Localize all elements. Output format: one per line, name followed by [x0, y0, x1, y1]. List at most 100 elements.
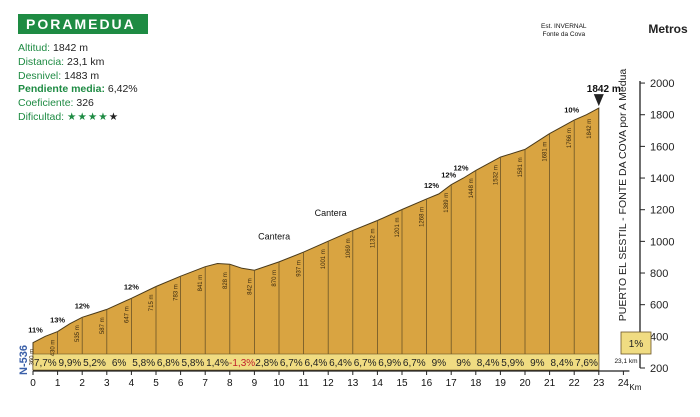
segment-grade-label: 2,8% [255, 358, 278, 369]
segment-grade-label: 9% [530, 358, 545, 369]
y-tick-label: 1000 [650, 236, 674, 248]
x-tick-label: 12 [323, 378, 335, 389]
x-tick-label: 21 [544, 378, 556, 389]
x-tick-label: 1 [55, 378, 61, 389]
elevation-point-label: 1069 m [346, 238, 352, 258]
stat-value: 326 [76, 97, 94, 110]
x-tick-label: 13 [347, 378, 359, 389]
stat-coeficiente: Coeficiente: 326 [18, 97, 138, 111]
max-ramp-label: 12% [453, 163, 468, 172]
elevation-point-label: 587 m [100, 317, 106, 334]
x-tick-label: 9 [252, 378, 258, 389]
elevation-point-label: 783 m [174, 284, 180, 301]
final-distance-label: 23,1 km [614, 358, 637, 365]
star-icon: ★ [87, 110, 99, 123]
max-ramp-label: 13% [50, 316, 65, 325]
summit-place-label: Est. INVERNAL [541, 23, 587, 30]
segment-grade-label: 9,9% [59, 358, 82, 369]
x-tick-label: 3 [104, 378, 110, 389]
x-tick-label: 23 [593, 378, 605, 389]
climb-title: PORAMEDUA [18, 14, 148, 34]
y-tick-label: 1200 [650, 205, 674, 217]
y-tick-label: 200 [650, 363, 668, 375]
summit-elevation-label: 1842 m [587, 84, 621, 95]
stat-value: 23,1 km [67, 55, 105, 68]
stat-desnivel: Desnivel: 1483 m [18, 70, 138, 84]
star-icon: ★ [77, 110, 88, 123]
x-tick-label: 20 [519, 378, 531, 389]
y-tick-label: 2000 [650, 78, 674, 90]
segment-grade-label: 9% [456, 358, 471, 369]
max-ramp-label: 12% [424, 181, 439, 190]
elevation-point-label: 870 m [272, 270, 278, 287]
max-ramp-label: 12% [75, 301, 90, 310]
stat-key: Pendiente media: [18, 83, 105, 96]
elevation-point-label: 841 m [198, 275, 204, 292]
segment-grade-label: 9% [432, 358, 447, 369]
road-code-label: N-536 [18, 345, 30, 375]
elevation-point-label: 430 m [51, 340, 57, 357]
x-axis-unit: Km [629, 383, 641, 392]
stat-value: 1842 m [53, 42, 89, 54]
x-tick-label: 4 [129, 378, 135, 389]
segment-grade-label: 6,4% [305, 358, 328, 369]
stat-key: Distancia: [18, 55, 65, 68]
segment-grade-label: 1,4% [206, 358, 229, 369]
x-tick-label: 17 [446, 378, 458, 389]
elevation-point-label: 1448 m [469, 178, 475, 198]
x-tick-label: 0 [30, 378, 36, 389]
elevation-point-label: 842 m [247, 278, 253, 295]
x-tick-label: 14 [372, 378, 384, 389]
y-axis-title: Metros [648, 22, 688, 36]
place-annotation: Cantera [315, 208, 347, 218]
elevation-point-label: 1201 m [395, 218, 401, 238]
x-tick-label: 15 [396, 378, 408, 389]
final-segment-grade: 1% [629, 339, 644, 350]
star-icon: ★ [67, 110, 78, 123]
y-tick-label: 800 [650, 268, 668, 280]
segment-grade-label: 6,7% [280, 358, 303, 369]
x-tick-label: 24 [618, 378, 630, 389]
segment-grade-label: 7,7% [34, 358, 57, 369]
x-tick-label: 2 [79, 378, 85, 389]
x-tick-label: 11 [298, 378, 309, 389]
segment-grade-label: 6,9% [378, 358, 401, 369]
elevation-point-label: 1132 m [370, 229, 376, 249]
vertical-climb-title: PUERTO EL SESTIL - FONTE DA COVA por A M… [617, 69, 629, 322]
elevation-point-label: 360 m [30, 349, 36, 366]
elevation-point-label: 1681 m [543, 142, 549, 162]
max-ramp-label: 12% [124, 282, 139, 291]
final-segment-box [620, 331, 652, 355]
stat-key: Dificultad: [18, 110, 65, 123]
elevation-point-label: 1581 m [518, 157, 524, 177]
profile-area [32, 107, 600, 371]
stat-altitud: Altitud: 1842 m [18, 42, 138, 56]
place-annotation: Cantera [258, 232, 290, 242]
elevation-point-label: 937 m [297, 260, 303, 277]
stat-value: 6,42% [107, 83, 138, 96]
segment-grade-label: 6,7% [354, 358, 377, 369]
elevation-point-label: 1766 m [567, 128, 573, 148]
x-tick-label: 22 [569, 378, 581, 389]
x-tick-label: 19 [495, 378, 507, 389]
elevation-point-label: 828 m [223, 272, 229, 289]
segment-grade-label: 8,4% [477, 358, 500, 369]
x-tick-label: 16 [421, 378, 433, 389]
stat-pendiente-media: Pendiente media: 6,42% [18, 83, 138, 97]
x-tick-label: 7 [202, 378, 208, 389]
elevation-point-label: 1268 m [420, 207, 426, 227]
stat-dificultad: Dificultad: ★★★★★ [18, 111, 138, 125]
elevation-point-label: 1842 m [587, 119, 593, 139]
stat-key: Altitud: [18, 42, 51, 54]
stat-value: 1483 m [64, 69, 100, 82]
segment-grade-label: 6,4% [329, 358, 352, 369]
max-ramp-label: 11% [28, 325, 43, 334]
elevation-point-label: 535 m [75, 325, 81, 342]
star-icon: ★ [108, 110, 120, 123]
segment-grade-label: -1,3% [229, 358, 255, 369]
segment-grade-label: 6,7% [403, 358, 426, 369]
segment-grade-label: 5,8% [182, 358, 205, 369]
segment-grade-label: 5,2% [83, 358, 106, 369]
y-tick-label: 1400 [650, 173, 674, 185]
